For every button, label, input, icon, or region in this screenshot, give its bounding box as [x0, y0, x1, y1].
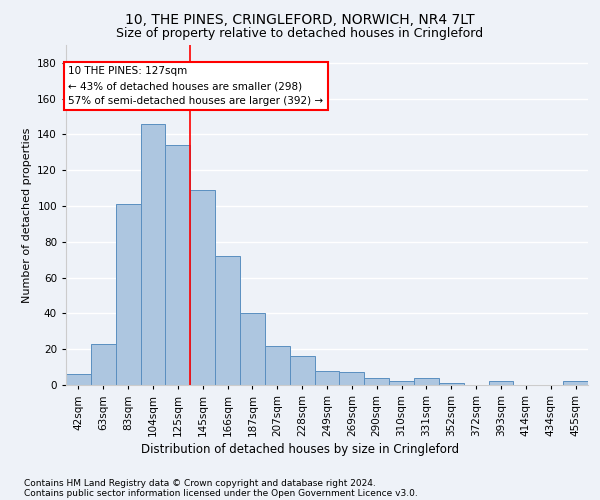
Bar	[116, 204, 140, 385]
Bar	[290, 356, 314, 385]
Y-axis label: Number of detached properties: Number of detached properties	[22, 128, 32, 302]
Bar	[340, 372, 364, 385]
Bar	[488, 382, 514, 385]
Bar	[91, 344, 116, 385]
Bar	[563, 382, 588, 385]
Bar	[265, 346, 290, 385]
Text: Contains HM Land Registry data © Crown copyright and database right 2024.: Contains HM Land Registry data © Crown c…	[24, 478, 376, 488]
Bar	[215, 256, 240, 385]
Text: Distribution of detached houses by size in Cringleford: Distribution of detached houses by size …	[141, 442, 459, 456]
Bar	[190, 190, 215, 385]
Bar	[314, 370, 340, 385]
Bar	[166, 145, 190, 385]
Bar	[240, 314, 265, 385]
Text: 10 THE PINES: 127sqm
← 43% of detached houses are smaller (298)
57% of semi-deta: 10 THE PINES: 127sqm ← 43% of detached h…	[68, 66, 323, 106]
Text: Contains public sector information licensed under the Open Government Licence v3: Contains public sector information licen…	[24, 488, 418, 498]
Bar	[364, 378, 389, 385]
Bar	[439, 383, 464, 385]
Bar	[66, 374, 91, 385]
Bar	[414, 378, 439, 385]
Bar	[389, 382, 414, 385]
Bar	[140, 124, 166, 385]
Text: 10, THE PINES, CRINGLEFORD, NORWICH, NR4 7LT: 10, THE PINES, CRINGLEFORD, NORWICH, NR4…	[125, 12, 475, 26]
Text: Size of property relative to detached houses in Cringleford: Size of property relative to detached ho…	[116, 28, 484, 40]
